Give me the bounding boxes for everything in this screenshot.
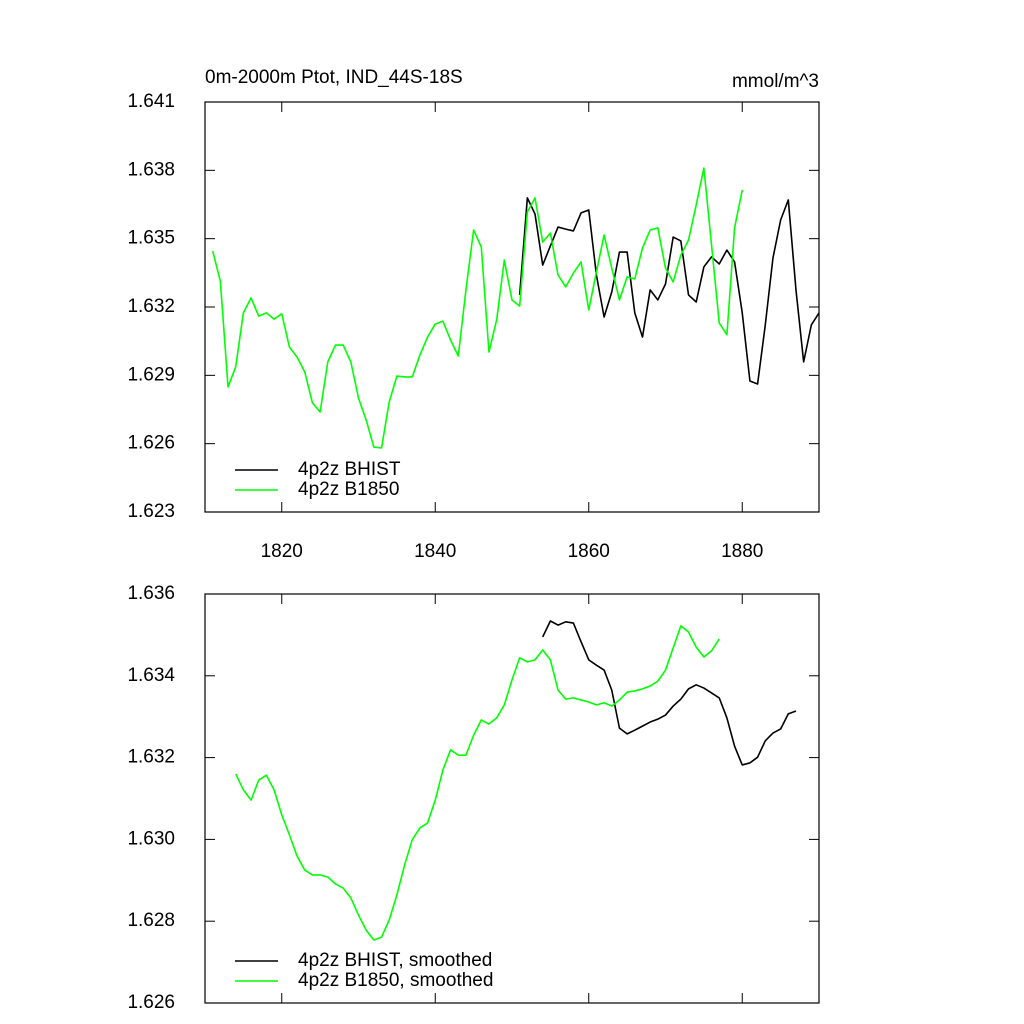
legend-label: 4p2z BHIST, smoothed (298, 950, 492, 971)
legend-label: 4p2z B1850 (298, 479, 399, 500)
y-tick-label: 1.632 (127, 747, 175, 768)
y-tick-label: 1.641 (127, 91, 175, 112)
y-tick-label: 1.629 (127, 364, 175, 385)
y-tick-label: 1.630 (127, 828, 175, 849)
units-label: mmol/m^3 (732, 71, 819, 92)
x-tick-label: 1880 (721, 541, 763, 562)
series-line (234, 625, 720, 941)
x-tick-label: 1860 (568, 541, 610, 562)
y-tick-label: 1.626 (127, 433, 175, 454)
x-tick-label: 1820 (261, 541, 303, 562)
legend-label: 4p2z B1850, smoothed (298, 970, 493, 991)
series-line (541, 620, 797, 766)
y-tick-label: 1.623 (127, 501, 175, 522)
y-tick-label: 1.632 (127, 296, 175, 317)
x-tick-label: 1840 (414, 541, 456, 562)
y-tick-label: 1.636 (127, 583, 175, 604)
y-tick-label: 1.635 (127, 228, 175, 249)
legend-label: 4p2z BHIST (298, 459, 401, 480)
y-tick-label: 1.638 (127, 159, 175, 180)
y-tick-label: 1.634 (127, 665, 175, 686)
y-tick-label: 1.626 (127, 992, 175, 1013)
series-line (211, 167, 744, 449)
series-line (518, 197, 820, 385)
plot-frame (204, 593, 820, 1004)
y-tick-label: 1.628 (127, 910, 175, 931)
chart-title: 0m-2000m Ptot, IND_44S-18S (205, 67, 463, 88)
